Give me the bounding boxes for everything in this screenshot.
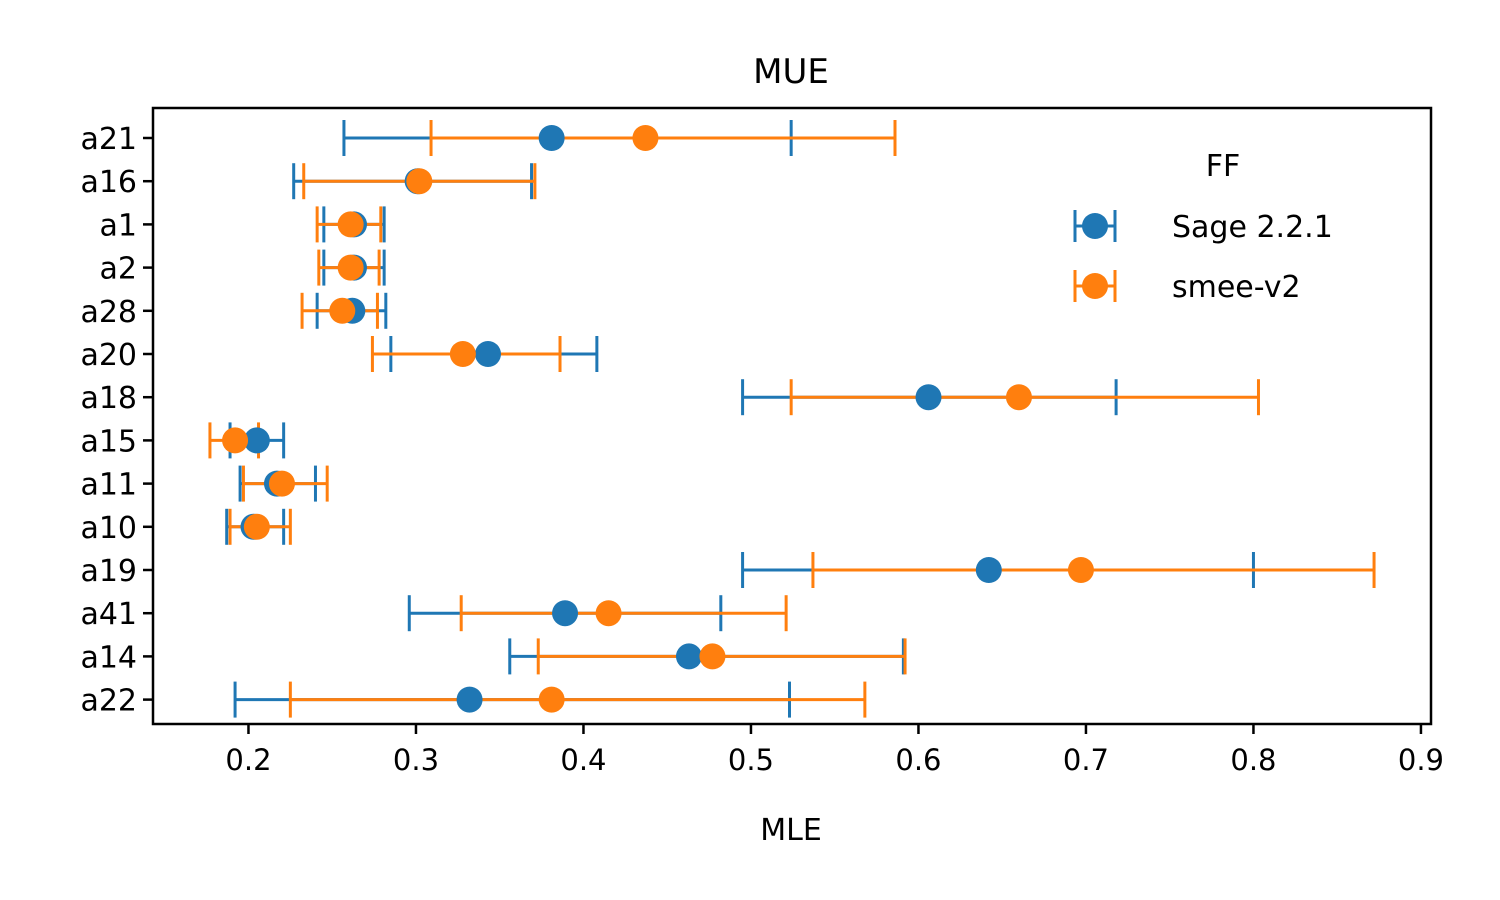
x-axis: 0.2 0.3 0.4 0.5 0.6 0.7 0.8 0.9 bbox=[225, 724, 1444, 777]
y-tick-label: a11 bbox=[80, 468, 137, 503]
legend-entry: Sage 2.2.1 bbox=[1073, 210, 1333, 245]
x-tick-label: 0.6 bbox=[895, 743, 941, 777]
y-tick-label: a10 bbox=[80, 511, 137, 546]
legend-marker-dot bbox=[1082, 273, 1108, 299]
x-tick-label: 0.8 bbox=[1230, 743, 1276, 777]
legend-marker-dot bbox=[1082, 213, 1108, 239]
data-point bbox=[975, 557, 1002, 583]
data-point bbox=[538, 125, 565, 151]
chart-title: MUE bbox=[753, 52, 829, 92]
data-point bbox=[915, 384, 942, 411]
x-tick-label: 0.9 bbox=[1398, 743, 1444, 777]
data-point bbox=[268, 470, 295, 497]
y-tick-label: a22 bbox=[80, 684, 137, 719]
x-tick-label: 0.5 bbox=[728, 743, 774, 777]
data-point bbox=[337, 254, 364, 281]
data-point bbox=[538, 686, 565, 713]
data-point bbox=[675, 643, 702, 670]
data-point bbox=[449, 341, 476, 367]
data-point bbox=[474, 341, 501, 367]
y-tick-label: a20 bbox=[80, 338, 137, 373]
points-smee bbox=[222, 125, 1094, 713]
data-point bbox=[552, 600, 579, 627]
y-tick-label: a19 bbox=[80, 554, 137, 589]
data-point bbox=[406, 168, 433, 195]
data-point bbox=[222, 427, 249, 454]
data-point bbox=[243, 427, 270, 454]
data-point bbox=[337, 211, 364, 238]
x-tick-label: 0.2 bbox=[225, 743, 271, 777]
plot-area bbox=[208, 120, 1376, 718]
legend: FF Sage 2.2.1 smee-v2 bbox=[1073, 149, 1333, 305]
data-point bbox=[329, 297, 356, 324]
x-tick-label: 0.4 bbox=[560, 743, 606, 777]
data-point bbox=[1005, 384, 1032, 411]
y-tick-label: a14 bbox=[80, 640, 137, 675]
x-axis-label: MLE bbox=[760, 813, 822, 848]
data-point bbox=[243, 513, 270, 540]
y-tick-label: a1 bbox=[100, 208, 137, 243]
legend-entry: smee-v2 bbox=[1073, 270, 1301, 305]
legend-title: FF bbox=[1206, 149, 1241, 184]
data-point bbox=[456, 686, 483, 713]
y-tick-label: a28 bbox=[80, 295, 137, 330]
data-point bbox=[699, 643, 726, 670]
y-tick-label: a18 bbox=[80, 381, 137, 416]
x-tick-label: 0.7 bbox=[1063, 743, 1109, 777]
data-point bbox=[632, 125, 659, 151]
x-tick-label: 0.3 bbox=[393, 743, 439, 777]
plot-frame bbox=[151, 106, 1433, 726]
y-tick-label: a15 bbox=[80, 424, 137, 459]
data-point bbox=[595, 600, 622, 627]
y-tick-label: a16 bbox=[80, 165, 137, 200]
legend-label: smee-v2 bbox=[1172, 270, 1301, 305]
y-tick-label: a21 bbox=[80, 122, 137, 157]
y-axis: a21 a16 a1 a2 a28 a20 a18 a15 a11 a10 a19 a41 a14 a22 bbox=[80, 122, 153, 719]
legend-label: Sage 2.2.1 bbox=[1172, 210, 1333, 245]
data-point bbox=[1067, 557, 1094, 583]
y-tick-label: a2 bbox=[100, 252, 137, 287]
y-tick-label: a41 bbox=[80, 597, 137, 632]
